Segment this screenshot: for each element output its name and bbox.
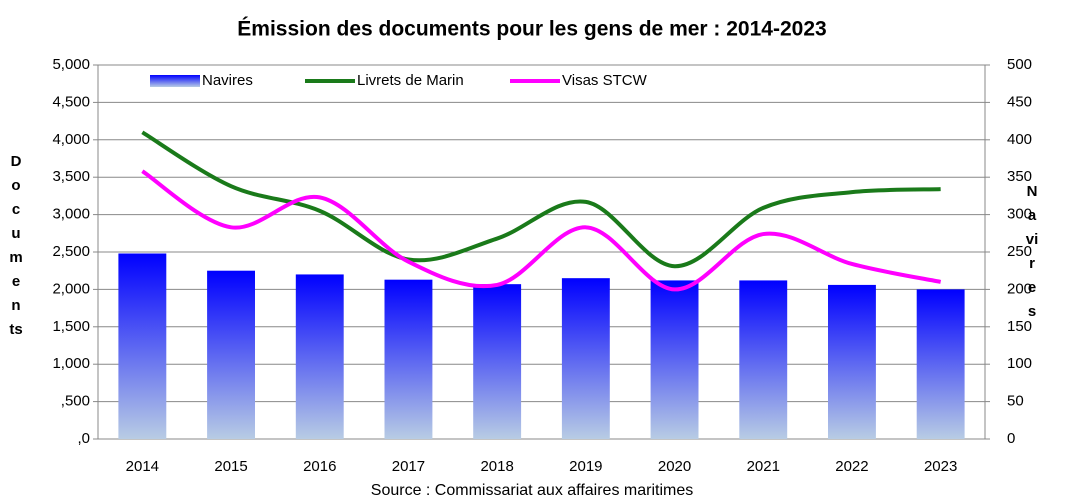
y2-tick-label: 250: [1007, 243, 1032, 260]
y-tick-label: 5,000: [52, 56, 90, 73]
bar: [384, 279, 433, 439]
x-tick-label: 2016: [303, 458, 336, 475]
y2-tick-label: 100: [1007, 355, 1032, 372]
line: [141, 169, 942, 292]
bar: [295, 274, 344, 439]
y2-tick-label: 150: [1007, 318, 1032, 335]
y-tick-label: 3,500: [52, 168, 90, 185]
legend-swatch: [150, 75, 200, 87]
y-tick-label: 3,000: [52, 206, 90, 223]
bar: [118, 253, 167, 439]
bar: [561, 278, 610, 439]
bar: [739, 280, 788, 439]
y2-axis-label: Navires: [1025, 183, 1039, 320]
y-tick-label: ,0: [77, 430, 90, 447]
y2-tick-label: 400: [1007, 131, 1032, 148]
bar: [916, 289, 965, 439]
x-tick-label: 2019: [569, 458, 602, 475]
y-tick-label: 1,000: [52, 355, 90, 372]
y2-tick-label: 300: [1007, 206, 1032, 223]
y-tick-label: 2,000: [52, 280, 90, 297]
source: Source : Commissariat aux affaires marit…: [371, 482, 693, 499]
y2-tick-label: 500: [1007, 56, 1032, 73]
bar: [828, 284, 876, 439]
y2-tick-label: 50: [1007, 393, 1024, 410]
bar: [650, 280, 699, 439]
chart-title: Émission des documents pour les gens de …: [237, 18, 826, 41]
x-tick-label: 2021: [747, 458, 780, 475]
x-tick-label: 2017: [392, 458, 425, 475]
line: [141, 130, 941, 269]
y-tick-label: ,500: [61, 393, 90, 410]
y2-tick-label: 200: [1007, 280, 1032, 297]
legend-label: Visas STCW: [562, 72, 648, 89]
y2-tick-label: 0: [1007, 430, 1015, 447]
y-tick-label: 2,500: [52, 243, 90, 260]
x-tick-label: 2023: [924, 458, 957, 475]
legend-label: Livrets de Marin: [357, 72, 464, 89]
x-tick-label: 2018: [480, 458, 513, 475]
y-tick-label: 4,500: [52, 93, 90, 110]
y-tick-label: 4,000: [52, 131, 90, 148]
y2-tick-label: 350: [1007, 168, 1032, 185]
legend-label: Navires: [202, 72, 253, 89]
y2-tick-label: 450: [1007, 93, 1032, 110]
x-tick-label: 2022: [835, 458, 868, 475]
bar: [473, 284, 522, 439]
y-axis-label: Documents: [9, 153, 23, 338]
x-tick-label: 2015: [214, 458, 247, 475]
x-tick-label: 2014: [126, 458, 159, 475]
y-tick-label: 1,500: [52, 318, 90, 335]
bar: [207, 270, 255, 439]
x-tick-label: 2020: [658, 458, 691, 475]
